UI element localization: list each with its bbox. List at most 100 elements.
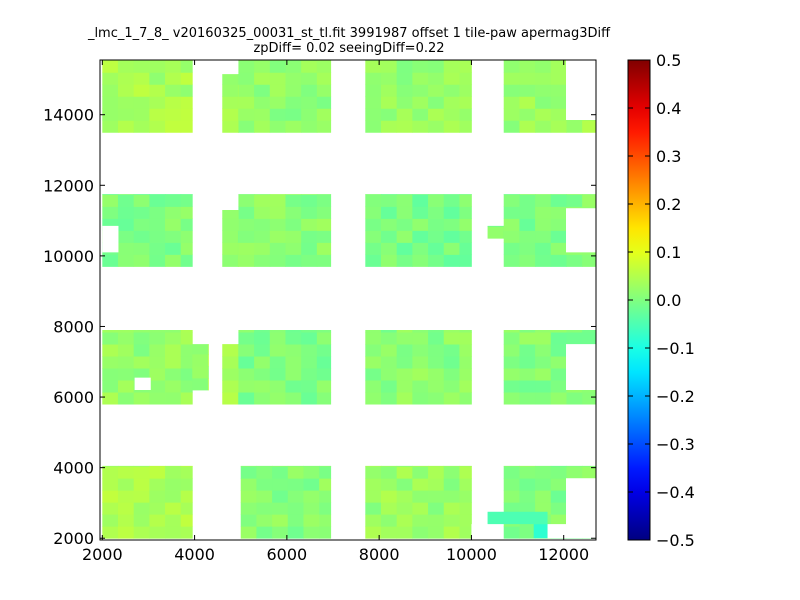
heatmap-cell — [180, 514, 193, 527]
empty-cell — [471, 524, 488, 539]
heatmap-cell — [269, 242, 286, 255]
heatmap-cell — [412, 120, 429, 133]
heatmap-cell — [117, 490, 135, 503]
heatmap-cell — [238, 330, 255, 333]
heatmap-cell — [192, 366, 209, 379]
heatmap-cell — [238, 344, 255, 357]
x-tick-label: 4000 — [174, 545, 215, 564]
heatmap-cell — [285, 194, 302, 195]
heatmap-cell — [316, 206, 332, 219]
heatmap-cell — [566, 194, 583, 207]
heatmap-cell — [133, 242, 150, 255]
heatmap-cell — [428, 230, 445, 243]
colorbar-tick-label: 0.0 — [656, 291, 681, 310]
heatmap-cell — [412, 478, 429, 491]
heatmap-cell — [301, 60, 318, 73]
heatmap-cell — [165, 84, 182, 97]
heatmap-cell — [459, 84, 472, 97]
heatmap-cell — [582, 194, 596, 207]
heatmap-cell — [443, 368, 460, 381]
heatmap-cell — [380, 502, 398, 515]
heatmap-cell — [180, 242, 193, 255]
heatmap-cell — [301, 230, 318, 243]
heatmap-cell — [303, 502, 320, 515]
heatmap-cell — [459, 330, 472, 333]
heatmap-cell — [535, 332, 552, 345]
colorbar-tick-label: −0.1 — [656, 339, 695, 358]
heatmap-cell — [102, 206, 119, 219]
heatmap-cell — [316, 330, 332, 333]
heatmap-cell — [428, 478, 445, 491]
heatmap-cell — [102, 330, 119, 333]
heatmap-cell — [396, 230, 413, 243]
heatmap-cell — [443, 230, 460, 243]
heatmap-cell — [117, 478, 135, 491]
heatmap-cell — [396, 218, 413, 231]
heatmap-cell — [365, 392, 382, 405]
heatmap-cell — [535, 194, 552, 207]
heatmap-cell — [238, 254, 255, 267]
heatmap-cell — [133, 218, 150, 231]
heatmap-cell — [503, 84, 520, 97]
heatmap-cell — [165, 466, 182, 479]
heatmap-cell — [117, 465, 135, 467]
heatmap-cell — [582, 332, 596, 345]
heatmap-cell — [238, 194, 255, 207]
heatmap-cell — [102, 368, 119, 381]
heatmap-cell — [285, 230, 302, 243]
heatmap-cell — [412, 60, 429, 73]
heatmap-cell — [238, 368, 255, 381]
heatmap-cell — [238, 218, 255, 231]
heatmap-cell — [180, 502, 193, 515]
heatmap-cell — [443, 330, 460, 333]
heatmap-cell — [222, 380, 239, 393]
heatmap-cell — [149, 380, 166, 393]
heatmap-cell — [102, 84, 119, 97]
heatmap-cell — [237, 96, 239, 109]
heatmap-cell — [365, 332, 382, 345]
heatmap-cell — [582, 330, 596, 333]
heatmap-cell — [428, 242, 445, 255]
heatmap-cell — [503, 368, 520, 381]
heatmap-cell — [396, 526, 413, 539]
heatmap-cell — [412, 230, 429, 243]
heatmap-cell — [149, 96, 166, 109]
heatmap-cell — [180, 72, 193, 85]
heatmap-cell — [503, 344, 520, 357]
heatmap-cell — [365, 120, 382, 133]
heatmap-cell — [428, 466, 445, 479]
heatmap-cell — [396, 356, 413, 369]
heatmap-cell — [102, 502, 119, 515]
heatmap-cell — [256, 502, 273, 515]
heatmap-cell — [254, 332, 271, 345]
heatmap-cell — [519, 194, 536, 195]
heatmap-cell — [503, 108, 520, 121]
heatmap-cell — [180, 478, 193, 491]
x-tick-label: 10000 — [446, 545, 497, 564]
heatmap-cell — [566, 120, 583, 133]
heatmap-cell — [316, 230, 332, 243]
heatmap-cell — [380, 254, 398, 267]
heatmap-cell — [269, 206, 286, 219]
heatmap-cell — [238, 380, 255, 393]
y-tick-label: 8000 — [53, 317, 94, 336]
heatmap-cell — [287, 478, 304, 491]
heatmap-cell — [459, 206, 472, 219]
heatmap-cell — [133, 392, 150, 405]
heatmap-cell — [133, 206, 150, 219]
heatmap-cell — [459, 502, 472, 515]
heatmap-cell — [396, 60, 413, 73]
plot-frame — [99, 59, 597, 541]
heatmap-cell — [102, 380, 119, 393]
heatmap-cell — [222, 210, 239, 219]
heatmap-cell — [519, 108, 536, 121]
heatmap-cell — [240, 478, 257, 491]
heatmap-cell — [503, 478, 520, 491]
heatmap-cell — [180, 392, 193, 405]
heatmap-cell — [133, 465, 150, 467]
heatmap-cell — [459, 60, 472, 73]
heatmap-cell — [550, 120, 567, 133]
heatmap-cell — [149, 108, 166, 121]
heatmap-cell — [519, 84, 536, 97]
heatmap-cell — [102, 392, 119, 405]
